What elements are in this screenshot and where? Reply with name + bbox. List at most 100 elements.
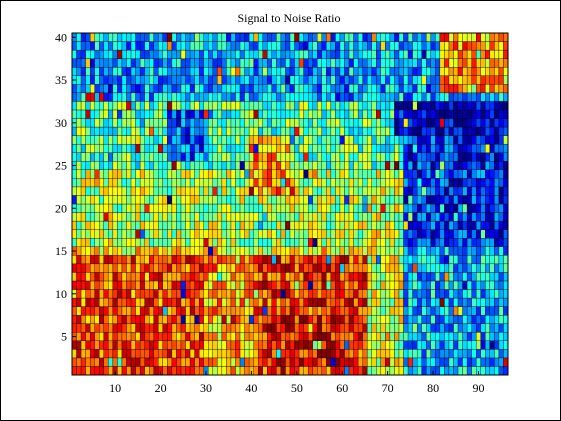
heatmap-cell: [321, 203, 327, 213]
heatmap-cell: [412, 246, 418, 256]
heatmap-cell: [139, 195, 145, 205]
heatmap-cell: [144, 306, 150, 316]
heatmap-cell: [267, 357, 273, 367]
heatmap-cell: [258, 49, 263, 59]
heatmap-cell: [412, 152, 418, 162]
heatmap-cell: [453, 75, 459, 85]
heatmap-cell: [262, 314, 268, 324]
heatmap-cell: [108, 49, 114, 59]
heatmap-cell: [412, 340, 418, 350]
heatmap-cell: [112, 314, 118, 324]
heatmap-cell: [489, 272, 495, 282]
heatmap-cell: [403, 186, 409, 196]
heatmap-cell: [144, 289, 150, 299]
heatmap-cell: [285, 357, 291, 367]
heatmap-cell: [439, 255, 445, 265]
heatmap-cell: [171, 118, 177, 128]
heatmap-cell: [485, 195, 491, 205]
heatmap-cell: [303, 272, 309, 282]
heatmap-cell: [335, 49, 341, 59]
heatmap-cell: [239, 58, 245, 68]
heatmap-cell: [167, 323, 173, 333]
heatmap-cell: [353, 41, 359, 51]
heatmap-cell: [398, 238, 404, 247]
heatmap-cell: [317, 195, 322, 205]
heatmap-cell: [444, 306, 450, 316]
heatmap-cell: [335, 178, 341, 188]
heatmap-cell: [466, 280, 472, 290]
heatmap-cell: [457, 101, 463, 111]
heatmap-cell: [258, 84, 263, 94]
heatmap-cell: [476, 75, 481, 85]
heatmap-cell: [303, 84, 309, 94]
heatmap-cell: [276, 332, 282, 341]
heatmap-cell: [385, 357, 391, 367]
heatmap-cell: [112, 186, 118, 196]
heatmap-cell: [362, 58, 368, 68]
heatmap-cell: [389, 306, 395, 316]
heatmap-cell: [108, 263, 114, 273]
heatmap-cell: [99, 255, 104, 265]
heatmap-cell: [94, 340, 100, 350]
heatmap-cell: [121, 272, 127, 282]
heatmap-cell: [180, 289, 186, 299]
heatmap-cell: [498, 178, 504, 188]
y-tick-label: 30: [55, 116, 67, 130]
heatmap-cell: [471, 349, 477, 359]
heatmap-cell: [412, 323, 418, 333]
heatmap-cell: [267, 178, 273, 188]
heatmap-cell: [130, 178, 136, 188]
heatmap-cell: [289, 126, 295, 136]
heatmap-cell: [312, 323, 318, 333]
heatmap-cell: [471, 186, 477, 196]
heatmap-cell: [267, 32, 273, 42]
heatmap-cell: [371, 41, 377, 51]
heatmap-cell: [130, 366, 136, 376]
heatmap-cell: [158, 289, 164, 299]
heatmap-cell: [398, 178, 404, 188]
heatmap-cell: [407, 186, 413, 196]
heatmap-cell: [376, 263, 382, 273]
heatmap-cell: [453, 203, 459, 213]
heatmap-cell: [208, 32, 213, 42]
heatmap-cell: [239, 246, 245, 256]
heatmap-cell: [280, 203, 286, 213]
heatmap-cell: [130, 357, 136, 367]
heatmap-cell: [94, 101, 100, 111]
heatmap-cell: [194, 349, 200, 359]
heatmap-cell: [335, 92, 341, 102]
heatmap-cell: [367, 101, 372, 111]
heatmap-cell: [167, 340, 173, 350]
heatmap-cell: [367, 169, 372, 179]
heatmap-cell: [430, 92, 436, 102]
heatmap-cell: [185, 169, 191, 179]
heatmap-cell: [253, 263, 259, 273]
heatmap-cell: [149, 126, 154, 136]
heatmap-cell: [353, 340, 359, 350]
heatmap-cell: [371, 161, 377, 170]
heatmap-cell: [203, 323, 209, 333]
heatmap-cell: [99, 186, 104, 196]
heatmap-cell: [280, 366, 286, 376]
heatmap-cell: [121, 135, 127, 145]
y-tick-label: 10: [55, 287, 67, 301]
heatmap-cell: [167, 84, 173, 94]
heatmap-cell: [485, 220, 491, 230]
heatmap-cell: [476, 41, 481, 51]
heatmap-cell: [139, 340, 145, 350]
heatmap-cell: [312, 280, 318, 290]
heatmap-cell: [294, 186, 300, 196]
heatmap-cell: [462, 212, 468, 222]
heatmap-cell: [230, 366, 236, 376]
heatmap-cell: [412, 195, 418, 205]
heatmap-cell: [403, 169, 409, 179]
heatmap-cell: [498, 161, 504, 170]
heatmap-cell: [253, 340, 259, 350]
heatmap-cell: [471, 195, 477, 205]
heatmap-cell: [385, 186, 391, 196]
heatmap-cell: [303, 212, 309, 222]
heatmap-cell: [398, 272, 404, 282]
heatmap-cell: [480, 67, 486, 76]
heatmap-cell: [76, 349, 82, 359]
heatmap-cell: [135, 195, 141, 205]
